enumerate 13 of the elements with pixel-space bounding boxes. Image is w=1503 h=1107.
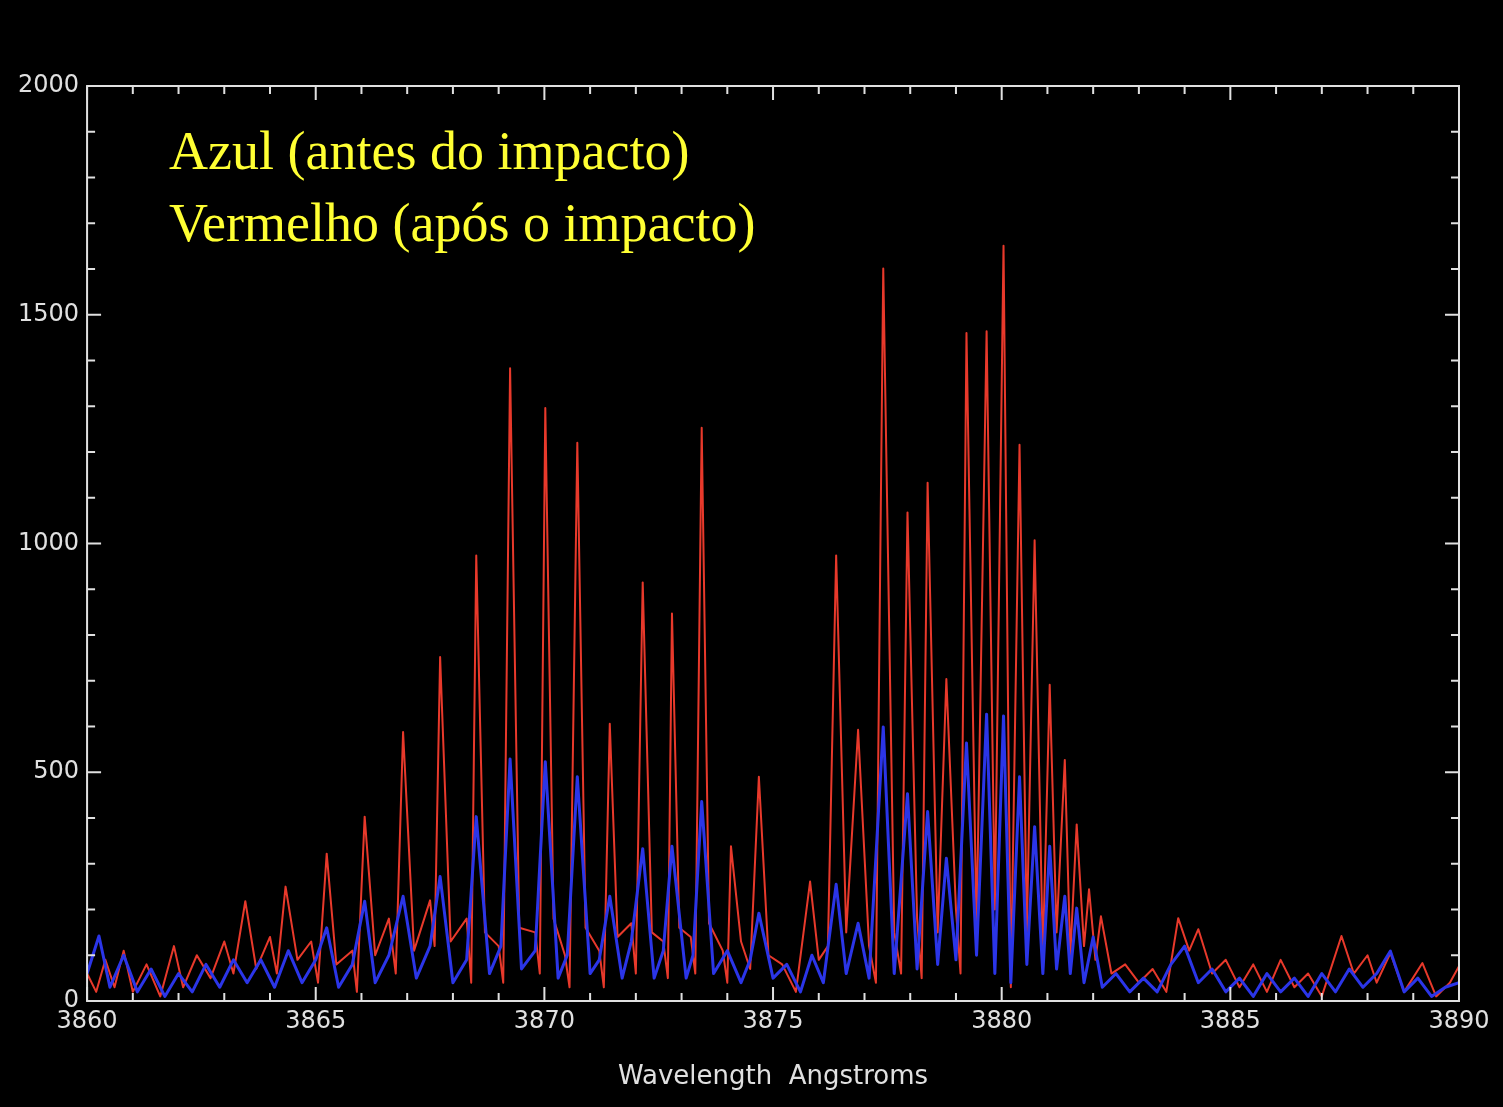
x-tick-label: 3865 bbox=[285, 1005, 347, 1034]
y-tick-label: 500 bbox=[33, 756, 80, 785]
x-tick-label: 3875 bbox=[742, 1005, 804, 1034]
x-axis-title: Wavelength Angstroms bbox=[617, 1060, 929, 1091]
x-tick-label: 3880 bbox=[971, 1005, 1033, 1034]
x-tick-label: 3890 bbox=[1428, 1005, 1490, 1034]
annotation: Azul (antes do impacto) bbox=[169, 121, 690, 182]
x-tick-label: 3870 bbox=[513, 1005, 575, 1034]
y-tick-label: 1500 bbox=[18, 298, 80, 327]
y-tick-label: 2000 bbox=[18, 70, 80, 99]
x-tick-label: 3885 bbox=[1199, 1005, 1261, 1034]
annotation: Vermelho (após o impacto) bbox=[169, 193, 756, 254]
y-tick-label: 1000 bbox=[18, 527, 80, 556]
